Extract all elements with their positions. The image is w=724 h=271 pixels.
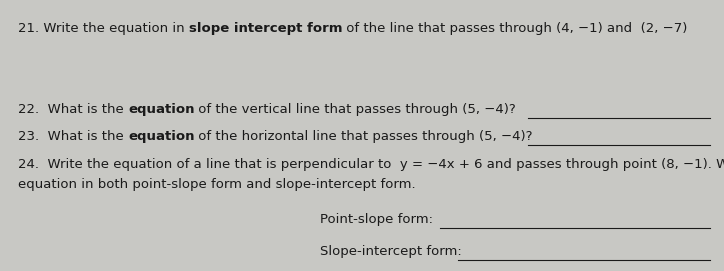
Text: 21. Write the equation in: 21. Write the equation in	[18, 22, 189, 35]
Text: 23.  What is the: 23. What is the	[18, 130, 128, 143]
Text: Slope-intercept form:: Slope-intercept form:	[320, 245, 466, 258]
Text: of the vertical line that passes through (5, −4)?: of the vertical line that passes through…	[195, 103, 516, 116]
Text: equation: equation	[128, 103, 195, 116]
Text: of the horizontal line that passes through (5, −4)?: of the horizontal line that passes throu…	[195, 130, 533, 143]
Text: equation: equation	[128, 130, 195, 143]
Text: slope intercept form: slope intercept form	[189, 22, 342, 35]
Text: equation in both point-slope form and slope-intercept form.: equation in both point-slope form and sl…	[18, 178, 416, 191]
Text: 24.  Write the equation of a line that is perpendicular to  y = −4x + 6 and pass: 24. Write the equation of a line that is…	[18, 158, 724, 171]
Text: 22.  What is the: 22. What is the	[18, 103, 128, 116]
Text: of the line that passes through (4, −1) and  (2, −7): of the line that passes through (4, −1) …	[342, 22, 688, 35]
Text: Point-slope form:: Point-slope form:	[320, 213, 437, 226]
